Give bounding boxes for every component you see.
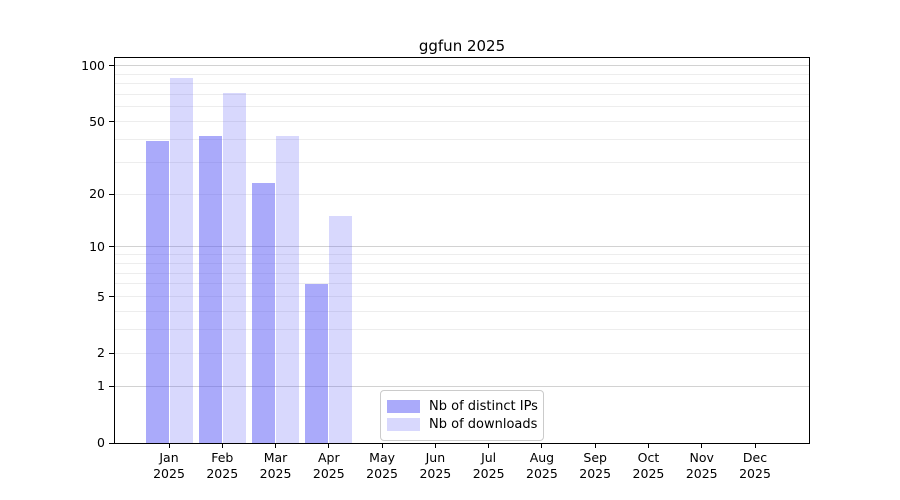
bar-distinct-ips [252, 183, 276, 443]
legend-item-label: Nb of distinct IPs [429, 399, 538, 414]
gridline-minor [115, 254, 809, 256]
y-tick-label: 2 [97, 345, 105, 361]
legend-item-label: Nb of downloads [429, 417, 538, 432]
gridline-minor [115, 272, 809, 274]
bar-downloads [169, 77, 193, 443]
x-tick-label: Oct 2025 [632, 450, 665, 481]
x-tick [488, 443, 490, 448]
y-tick-label: 0 [97, 435, 105, 450]
x-tick [221, 443, 223, 448]
gridline-minor [115, 262, 809, 264]
y-tick-label: 20 [89, 186, 105, 202]
gridline-minor [115, 296, 809, 298]
x-tick [754, 443, 756, 448]
gridline-minor [115, 73, 809, 75]
x-tick-label: Dec 2025 [739, 450, 771, 481]
gridline-minor [115, 121, 809, 123]
bar-downloads [329, 216, 353, 443]
bar-distinct-ips [305, 283, 329, 443]
plot-area: Jan 2025 Feb 2025 Mar 2025 Apr 2025 May 2025… [81, 57, 810, 481]
x-tick-label: Feb 2025 [206, 450, 239, 481]
gridline-minor [115, 352, 809, 354]
gridline-minor [115, 94, 809, 96]
gridline-minor [115, 310, 809, 312]
y-tick-label: 10 [89, 238, 105, 254]
gridline-minor [115, 138, 809, 140]
gridline-minor [115, 193, 809, 195]
y-tick [109, 193, 114, 195]
x-tick-label: Sep 2025 [579, 450, 612, 481]
y-tick [109, 385, 114, 387]
gridline-minor [115, 329, 809, 331]
gridline-major [115, 246, 809, 248]
x-tick-label: Apr 2025 [312, 450, 345, 481]
x-tick-label: Jun 2025 [419, 450, 452, 481]
y-tick-label: 50 [89, 113, 105, 129]
legend: Nb of distinct IPs Nb of downloads [380, 390, 544, 441]
legend-item: Nb of distinct IPs [387, 398, 538, 415]
y-tick-label: 1 [97, 378, 105, 394]
y-tick [109, 442, 114, 444]
y-tick [109, 296, 114, 298]
chart-title: ggfun 2025 [418, 37, 506, 55]
gridline-minor [115, 161, 809, 163]
x-tick [434, 443, 436, 448]
y-tick [109, 246, 114, 248]
x-tick [168, 443, 170, 448]
legend-swatch [387, 418, 420, 431]
x-tick [541, 443, 543, 448]
x-tick [701, 443, 703, 448]
bar-distinct-ips [145, 141, 169, 443]
y-tick [109, 352, 114, 354]
bar-distinct-ips [198, 135, 222, 443]
bar-downloads [276, 135, 300, 443]
x-tick [647, 443, 649, 448]
x-tick [594, 443, 596, 448]
bar-downloads [222, 93, 246, 443]
gridline-minor [115, 283, 809, 285]
y-tick-label: 100 [81, 57, 105, 73]
x-tick-label: Nov 2025 [685, 450, 718, 481]
gridline-major [115, 65, 809, 67]
x-tick [328, 443, 330, 448]
legend-swatch [387, 400, 420, 413]
y-tick-label: 5 [97, 288, 105, 304]
gridline-major [115, 385, 809, 387]
x-tick-label: Aug 2025 [526, 450, 558, 481]
x-tick [275, 443, 277, 448]
y-tick [109, 121, 114, 123]
x-tick-label: May 2025 [366, 450, 398, 481]
x-tick-label: Jul 2025 [472, 450, 505, 481]
x-tick [381, 443, 383, 448]
legend-item: Nb of downloads [387, 416, 538, 433]
x-tick-label: Jan 2025 [153, 450, 185, 481]
gridline-minor [115, 83, 809, 85]
gridline-minor [115, 106, 809, 108]
y-tick [109, 65, 114, 67]
x-tick-label: Mar 2025 [259, 450, 292, 481]
